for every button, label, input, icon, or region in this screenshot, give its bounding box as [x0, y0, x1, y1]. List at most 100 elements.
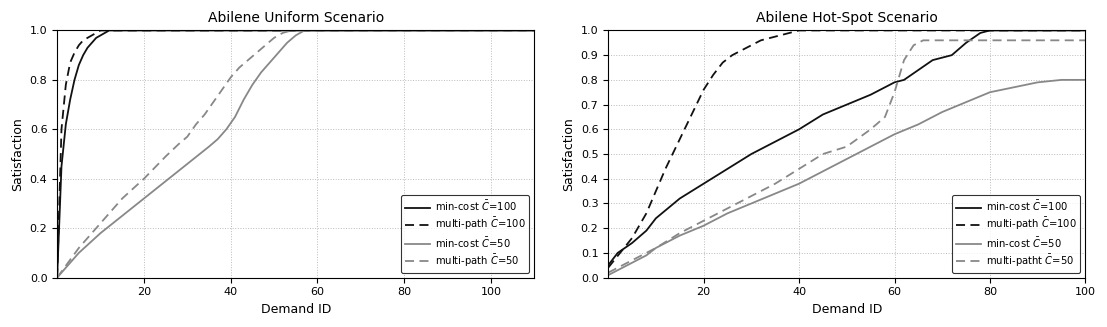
- Line: min-cost $\bar{C}$=100: min-cost $\bar{C}$=100: [608, 30, 1085, 265]
- multi-path $\bar{C}$=50: [189, 122, 203, 126]
- multi-path $\bar{C}$=100: [697, 88, 711, 92]
- min-cost $\bar{C}$=50: [888, 132, 901, 136]
- min-cost $\bar{C}$=100: [103, 28, 116, 32]
- min-cost $\bar{C}$=50: [263, 60, 277, 64]
- min-cost $\bar{C}$=100: [107, 28, 121, 32]
- multi-path $\bar{C}$=100: [640, 211, 653, 215]
- multi-patht $\bar{C}$=50: [673, 231, 686, 235]
- min-cost $\bar{C}$=50: [159, 179, 173, 183]
- min-cost $\bar{C}$=50: [94, 231, 107, 235]
- multi-path $\bar{C}$=100: [55, 127, 69, 131]
- multi-path $\bar{C}$=100: [625, 236, 639, 240]
- multi-path $\bar{C}$=50: [51, 276, 64, 280]
- min-cost $\bar{C}$=50: [255, 71, 268, 75]
- multi-patht $\bar{C}$=50: [898, 58, 911, 62]
- multi-path $\bar{C}$=100: [764, 36, 777, 40]
- min-cost $\bar{C}$=100: [90, 36, 103, 40]
- min-cost $\bar{C}$=50: [528, 28, 541, 32]
- min-cost $\bar{C}$=50: [72, 251, 85, 255]
- multi-path $\bar{C}$=50: [293, 28, 307, 32]
- multi-path $\bar{C}$=50: [216, 88, 229, 92]
- multi-path $\bar{C}$=100: [51, 276, 64, 280]
- multi-path $\bar{C}$=100: [81, 36, 94, 40]
- multi-path $\bar{C}$=100: [754, 38, 767, 42]
- multi-path $\bar{C}$=100: [103, 28, 116, 32]
- multi-path $\bar{C}$=100: [745, 43, 758, 47]
- min-cost $\bar{C}$=100: [840, 103, 853, 107]
- min-cost $\bar{C}$=50: [1031, 80, 1044, 84]
- multi-patht $\bar{C}$=50: [1078, 38, 1092, 42]
- multi-patht $\bar{C}$=50: [888, 90, 901, 94]
- multi-patht $\bar{C}$=50: [863, 127, 877, 131]
- min-cost $\bar{C}$=50: [816, 169, 829, 173]
- multi-path $\bar{C}$=100: [76, 38, 90, 42]
- min-cost $\bar{C}$=100: [745, 152, 758, 156]
- multi-patht $\bar{C}$=50: [840, 145, 853, 148]
- min-cost $\bar{C}$=100: [63, 98, 76, 102]
- min-cost $\bar{C}$=50: [960, 100, 973, 104]
- min-cost $\bar{C}$=100: [673, 197, 686, 200]
- multi-path $\bar{C}$=50: [224, 76, 237, 79]
- min-cost $\bar{C}$=50: [611, 268, 624, 272]
- min-cost $\bar{C}$=50: [601, 273, 614, 277]
- min-cost $\bar{C}$=100: [1078, 28, 1092, 32]
- multi-path $\bar{C}$=100: [774, 33, 787, 37]
- multi-path $\bar{C}$=100: [659, 167, 672, 171]
- multi-path $\bar{C}$=50: [198, 112, 211, 116]
- min-cost $\bar{C}$=100: [927, 58, 940, 62]
- min-cost $\bar{C}$=50: [298, 28, 311, 32]
- min-cost $\bar{C}$=100: [640, 229, 653, 232]
- multi-path $\bar{C}$=100: [793, 28, 806, 32]
- multi-path $\bar{C}$=100: [90, 31, 103, 35]
- min-cost $\bar{C}$=100: [128, 28, 142, 32]
- min-cost $\bar{C}$=100: [72, 63, 85, 67]
- min-cost $\bar{C}$=50: [793, 182, 806, 186]
- min-cost $\bar{C}$=100: [697, 182, 711, 186]
- min-cost $\bar{C}$=50: [203, 145, 216, 148]
- min-cost $\bar{C}$=100: [115, 28, 128, 32]
- Line: multi-path $\bar{C}$=50: multi-path $\bar{C}$=50: [58, 30, 535, 278]
- min-cost $\bar{C}$=50: [280, 41, 293, 45]
- min-cost $\bar{C}$=100: [55, 164, 69, 168]
- multi-path $\bar{C}$=100: [735, 48, 748, 52]
- multi-path $\bar{C}$=100: [72, 43, 85, 47]
- min-cost $\bar{C}$=50: [271, 51, 284, 55]
- min-cost $\bar{C}$=50: [228, 115, 241, 119]
- Legend: min-cost $\bar{C}$=100, multi-path $\bar{C}$=100, min-cost $\bar{C}$=50, multi-p: min-cost $\bar{C}$=100, multi-path $\bar…: [401, 195, 529, 273]
- multi-patht $\bar{C}$=50: [935, 38, 949, 42]
- min-cost $\bar{C}$=50: [935, 110, 949, 114]
- multi-path $\bar{C}$=100: [783, 31, 796, 35]
- multi-patht $\bar{C}$=50: [697, 219, 711, 223]
- min-cost $\bar{C}$=100: [945, 53, 959, 57]
- multi-patht $\bar{C}$=50: [878, 115, 891, 119]
- multi-patht $\bar{C}$=50: [625, 258, 639, 262]
- multi-path $\bar{C}$=50: [259, 43, 272, 47]
- min-cost $\bar{C}$=50: [211, 137, 225, 141]
- min-cost $\bar{C}$=50: [1055, 78, 1068, 82]
- multi-path $\bar{C}$=50: [311, 28, 324, 32]
- min-cost $\bar{C}$=100: [111, 28, 124, 32]
- min-cost $\bar{C}$=100: [601, 263, 614, 267]
- multi-patht $\bar{C}$=50: [745, 194, 758, 198]
- min-cost $\bar{C}$=100: [960, 41, 973, 45]
- multi-path $\bar{C}$=100: [821, 28, 835, 32]
- X-axis label: Demand ID: Demand ID: [260, 303, 331, 316]
- multi-patht $\bar{C}$=50: [907, 43, 920, 47]
- multi-path $\bar{C}$=50: [268, 36, 281, 40]
- min-cost $\bar{C}$=50: [863, 145, 877, 148]
- min-cost $\bar{C}$=50: [180, 162, 194, 166]
- multi-patht $\bar{C}$=50: [768, 182, 782, 186]
- min-cost $\bar{C}$=50: [237, 98, 250, 102]
- min-cost $\bar{C}$=100: [85, 41, 99, 45]
- min-cost $\bar{C}$=100: [99, 31, 112, 35]
- min-cost $\bar{C}$=100: [81, 46, 94, 50]
- min-cost $\bar{C}$=50: [115, 214, 128, 218]
- multi-patht $\bar{C}$=50: [649, 246, 662, 250]
- Legend: min-cost $\bar{C}$=100, multi-path $\bar{C}$=100, min-cost $\bar{C}$=50, multi-p: min-cost $\bar{C}$=100, multi-path $\bar…: [952, 195, 1080, 273]
- multi-path $\bar{C}$=100: [59, 83, 72, 87]
- multi-path $\bar{C}$=100: [687, 108, 701, 112]
- Title: Abilene Uniform Scenario: Abilene Uniform Scenario: [208, 11, 384, 25]
- Y-axis label: Satisfaction: Satisfaction: [562, 117, 576, 191]
- min-cost $\bar{C}$=100: [974, 31, 987, 35]
- multi-patht $\bar{C}$=50: [816, 152, 829, 156]
